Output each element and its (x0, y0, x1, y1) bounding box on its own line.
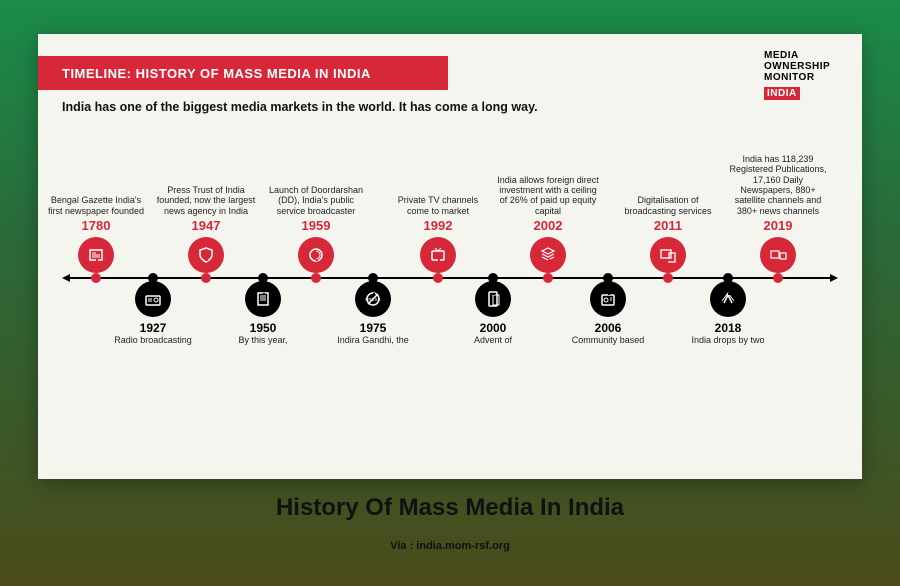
timeline-event-bot: 1927Radio broadcasting (98, 277, 208, 346)
event-desc: India drops by two (673, 335, 783, 346)
event-desc: Press Trust of India founded, now the la… (151, 185, 261, 216)
timeline-event-bot: 2000Advent of (438, 277, 548, 346)
event-year: 2018 (673, 321, 783, 335)
event-stem (778, 259, 780, 277)
event-year: 2011 (613, 218, 723, 233)
logo-line-3: MONITOR (764, 72, 834, 83)
event-stem (206, 259, 208, 277)
event-stem (373, 277, 375, 295)
event-year: 1992 (383, 218, 493, 233)
logo-line-2: OWNERSHIP (764, 61, 834, 72)
timeline-event-bot: 1950By this year, (208, 277, 318, 346)
footer-via: Via : india.mom-rsf.org (0, 540, 900, 552)
event-desc: Launch of Doordarshan (DD), India's publ… (261, 185, 371, 216)
event-year: 1780 (41, 218, 151, 233)
event-stem (153, 277, 155, 295)
event-desc: Radio broadcasting (98, 335, 208, 346)
event-stem (263, 277, 265, 295)
infographic-card: TIMELINE: HISTORY OF MASS MEDIA IN INDIA… (38, 34, 862, 479)
event-desc: By this year, (208, 335, 318, 346)
timeline-event-top: Digitalisation of broadcasting services 2… (613, 195, 723, 277)
logo-india: INDIA (764, 87, 800, 100)
timeline-event-bot: PRESS1975Indira Gandhi, the (318, 277, 428, 346)
event-desc: Community based (553, 335, 663, 346)
timeline-area: Bengal Gazette India's first newspaper f… (38, 122, 862, 462)
event-year: 2006 (553, 321, 663, 335)
event-stem (668, 259, 670, 277)
event-year: 2019 (723, 218, 833, 233)
event-year: 1950 (208, 321, 318, 335)
event-year: 2000 (438, 321, 548, 335)
event-stem (316, 259, 318, 277)
event-year: 1927 (98, 321, 208, 335)
event-stem (438, 259, 440, 277)
event-desc: Private TV channels come to market (383, 195, 493, 216)
event-desc: Digitalisation of broadcasting services (613, 195, 723, 216)
timeline-event-bot: 2018India drops by two (673, 277, 783, 346)
event-year: 1947 (151, 218, 261, 233)
event-stem (96, 259, 98, 277)
timeline-event-top: India has 118,239 Registered Publication… (723, 154, 833, 277)
subtitle: India has one of the biggest media marke… (62, 100, 538, 114)
event-desc: Indira Gandhi, the (318, 335, 428, 346)
event-stem (493, 277, 495, 295)
event-desc: Bengal Gazette India's first newspaper f… (41, 195, 151, 216)
event-stem (728, 277, 730, 295)
timeline-event-top: Bengal Gazette India's first newspaper f… (41, 195, 151, 277)
logo-line-1: MEDIA (764, 50, 834, 61)
event-stem (608, 277, 610, 295)
event-desc: India allows foreign direct investment w… (493, 175, 603, 216)
event-stem (548, 259, 550, 277)
header-bar: TIMELINE: HISTORY OF MASS MEDIA IN INDIA (38, 56, 448, 90)
timeline-event-top: Launch of Doordarshan (DD), India's publ… (261, 185, 371, 277)
logo-block: MEDIA OWNERSHIP MONITOR INDIA (764, 50, 834, 101)
event-desc: India has 118,239 Registered Publication… (723, 154, 833, 216)
event-year: 1959 (261, 218, 371, 233)
timeline-event-top: Private TV channels come to market 1992 (383, 195, 493, 277)
timeline-event-top: Press Trust of India founded, now the la… (151, 185, 261, 277)
footer-title: History Of Mass Media In India (0, 494, 900, 522)
header-title: TIMELINE: HISTORY OF MASS MEDIA IN INDIA (62, 66, 371, 81)
event-year: 1975 (318, 321, 428, 335)
timeline-event-bot: 2006Community based (553, 277, 663, 346)
event-year: 2002 (493, 218, 603, 233)
event-desc: Advent of (438, 335, 548, 346)
timeline-event-top: India allows foreign direct investment w… (493, 175, 603, 277)
